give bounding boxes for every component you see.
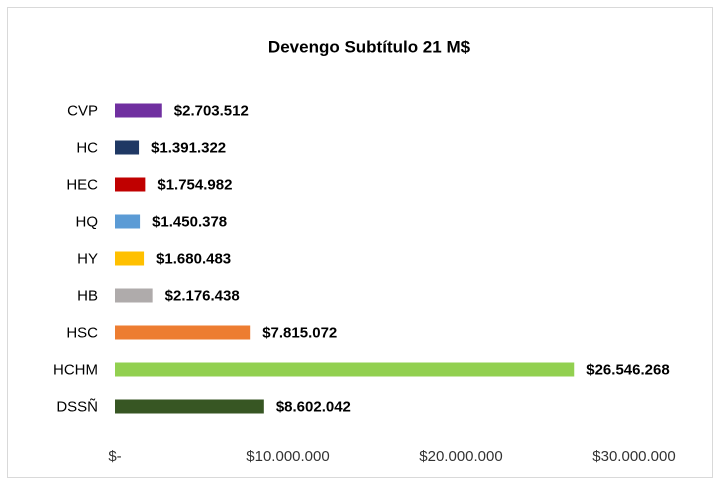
y-tick-label: HC <box>76 139 98 156</box>
bar <box>115 251 145 266</box>
value-label: $7.815.072 <box>262 324 337 341</box>
y-tick-label: HEC <box>66 176 98 193</box>
chart-border <box>7 7 713 478</box>
bar <box>115 140 140 155</box>
y-tick-label: HB <box>77 287 98 304</box>
bar <box>115 288 153 303</box>
y-tick-label: HSC <box>66 324 98 341</box>
bar <box>115 214 141 229</box>
bar <box>115 399 264 414</box>
y-tick-label: DSSÑ <box>56 398 98 415</box>
y-tick-label: CVP <box>67 102 98 119</box>
x-tick-label: $- <box>108 448 121 465</box>
value-label: $26.546.268 <box>586 361 669 378</box>
value-label: $8.602.042 <box>276 398 351 415</box>
y-tick-label: HY <box>77 250 98 267</box>
chart-title: Devengo Subtítulo 21 M$ <box>268 37 471 56</box>
bar <box>115 325 251 340</box>
value-label: $1.754.982 <box>157 176 232 193</box>
value-label: $1.680.483 <box>156 250 231 267</box>
x-tick-label: $10.000.000 <box>246 448 329 465</box>
value-label: $2.176.438 <box>165 287 240 304</box>
bar <box>115 362 575 377</box>
y-tick-label: HCHM <box>53 361 98 378</box>
value-label: $1.391.322 <box>151 139 226 156</box>
bar <box>115 177 146 192</box>
value-label: $1.450.378 <box>152 213 227 230</box>
value-label: $2.703.512 <box>174 102 249 119</box>
x-tick-label: $20.000.000 <box>419 448 502 465</box>
x-tick-label: $30.000.000 <box>592 448 675 465</box>
y-tick-label: HQ <box>76 213 99 230</box>
bar <box>115 103 162 118</box>
